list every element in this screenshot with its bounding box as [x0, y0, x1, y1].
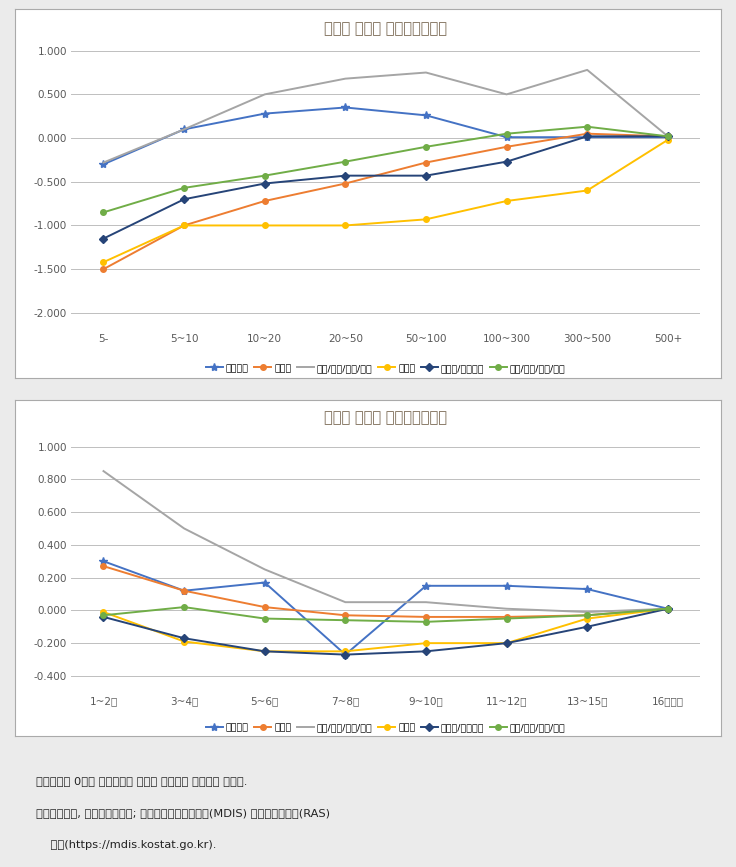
Text: 활용(https://mdis.kostat.go.kr).: 활용(https://mdis.kostat.go.kr). [36, 840, 216, 851]
Text: 주：업력이 0년인 진입사업체 집단의 추정치는 그림에서 제외함.: 주：업력이 0년인 진입사업체 집단의 추정치는 그림에서 제외함. [36, 776, 247, 786]
Text: 자료：통계청, 전국사업체조사; 마이크로데이터서비스(MDIS) 원격접근서비스(RAS): 자료：통계청, 전국사업체조사; 마이크로데이터서비스(MDIS) 원격접근서비… [36, 808, 330, 818]
